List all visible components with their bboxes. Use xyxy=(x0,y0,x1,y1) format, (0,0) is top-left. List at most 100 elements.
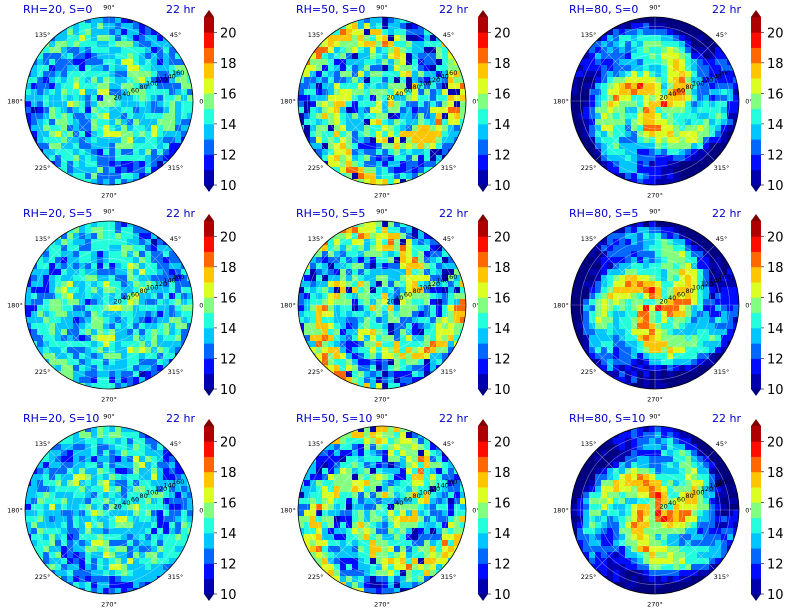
colorbar-tick-label: 20 xyxy=(494,435,511,450)
colorbar-band xyxy=(478,471,488,488)
radial-gridline xyxy=(52,248,166,362)
polar-frame xyxy=(297,425,467,595)
radial-gridline xyxy=(52,44,166,158)
colorbar-band xyxy=(204,517,214,534)
radial-gridline xyxy=(363,286,401,324)
colorbar-band xyxy=(204,251,214,268)
panel-title: RH=80, S=10 xyxy=(569,412,645,425)
angular-gridline xyxy=(595,509,656,570)
angle-tick-label: 180° xyxy=(280,507,296,515)
radial-gridline xyxy=(71,472,147,548)
angular-gridline xyxy=(322,304,383,365)
radial-gridline xyxy=(90,491,128,529)
angular-gridline xyxy=(381,509,442,570)
colorbar-band xyxy=(478,426,488,442)
colorbar-tick-label: 12 xyxy=(220,352,237,367)
panel-time-label: 22 hr xyxy=(166,207,195,220)
colorbar-band xyxy=(478,343,488,359)
colorbar-band xyxy=(204,426,214,442)
angular-gridline xyxy=(381,450,442,511)
radial-gridline xyxy=(71,267,147,343)
radial-tick-label: 80 xyxy=(412,83,420,91)
radial-tick-label: 20 xyxy=(114,503,122,511)
radial-tick-label: 80 xyxy=(139,83,147,91)
radial-tick-label: 60 xyxy=(677,87,685,95)
colorbar: 10 12 14 16 18 20 xyxy=(204,214,237,398)
radial-tick-label: 20 xyxy=(114,94,122,102)
radial-gridline xyxy=(645,91,665,111)
radial-tick-label: 120 xyxy=(428,76,440,84)
radial-gridline xyxy=(62,258,156,352)
radial-tick-label: 160 xyxy=(172,273,184,281)
radial-tick-label: 40 xyxy=(668,499,676,507)
panel-time-label: 22 hr xyxy=(439,207,468,220)
radial-gridline xyxy=(316,239,448,371)
angle-tick-label: 0° xyxy=(745,302,752,310)
angular-gridline xyxy=(108,450,169,511)
colorbar-extend-max xyxy=(751,10,761,17)
radial-tick-label: 80 xyxy=(685,287,693,295)
radial-tick-label: 160 xyxy=(445,69,457,77)
angle-tick-label: 225° xyxy=(581,573,597,581)
colorbar-band xyxy=(751,456,761,473)
colorbar-tick-label: 12 xyxy=(494,557,511,572)
radial-gridline xyxy=(43,35,175,167)
colorbar-band xyxy=(751,563,761,580)
radial-gridline xyxy=(43,444,175,576)
colorbar-extend-max xyxy=(478,10,488,17)
colorbar-tick-label: 12 xyxy=(767,352,784,367)
radial-tick-label: 60 xyxy=(131,496,139,504)
radial-tick-label: 140 xyxy=(436,277,448,285)
colorbar-extend-min xyxy=(204,389,214,396)
polar-panel: 90°45°0°315°270°225°180°135°20 40 60 801001… xyxy=(280,207,510,404)
polar-frame xyxy=(570,16,740,186)
angular-gridline xyxy=(654,450,715,511)
angle-tick-label: 90° xyxy=(649,208,661,216)
radial-tick-label: 20 xyxy=(114,298,122,306)
angular-gridline xyxy=(49,41,110,102)
colorbar-tick-label: 12 xyxy=(220,557,237,572)
angular-gridline xyxy=(322,41,383,102)
angle-tick-label: 135° xyxy=(581,31,597,39)
colorbar-tick-label: 14 xyxy=(220,118,237,133)
colorbar-tick-label: 12 xyxy=(767,148,784,163)
radial-gridline xyxy=(34,26,184,176)
angle-tick-label: 270° xyxy=(101,601,117,609)
colorbar-band xyxy=(204,532,214,549)
colorbar-band xyxy=(751,548,761,564)
angle-tick-label: 180° xyxy=(7,302,23,310)
radial-gridline xyxy=(80,72,138,130)
polar-panel: 90°45°0°315°270°225°180°135°20 40 60 801001… xyxy=(553,412,783,609)
radial-gridline xyxy=(335,463,429,557)
angle-tick-label: 135° xyxy=(581,440,597,448)
angle-tick-label: 270° xyxy=(374,601,390,609)
colorbar-band xyxy=(204,139,214,155)
radial-gridline xyxy=(598,453,712,567)
colorbar-tick-label: 16 xyxy=(494,87,511,102)
colorbar-band xyxy=(751,221,761,237)
angular-gridline xyxy=(108,509,169,570)
colorbar-band xyxy=(751,282,761,298)
colorbar-band xyxy=(478,327,488,344)
colorbar: 10 12 14 16 18 20 xyxy=(478,419,511,603)
colorbar-tick-label: 14 xyxy=(220,527,237,542)
radial-gridline xyxy=(307,26,457,176)
colorbar-extend-max xyxy=(751,419,761,426)
angle-tick-label: 315° xyxy=(441,368,457,376)
colorbar-tick-label: 16 xyxy=(767,291,784,306)
colorbar-band xyxy=(751,578,761,595)
colorbar-band xyxy=(204,343,214,359)
angular-gridline xyxy=(49,450,110,511)
colorbar: 10 12 14 16 18 20 xyxy=(751,10,784,194)
colorbar-extend-max xyxy=(751,214,761,221)
panel-time-label: 22 hr xyxy=(712,207,741,220)
colorbar-band xyxy=(204,471,214,488)
radial-tick-label: 140 xyxy=(709,277,721,285)
radial-gridline xyxy=(589,444,721,576)
colorbar-band xyxy=(751,47,761,64)
colorbar-band xyxy=(204,62,214,79)
radial-tick-label: 20 xyxy=(660,94,668,102)
radial-gridline xyxy=(636,491,674,529)
angle-tick-label: 45° xyxy=(170,440,182,448)
radial-tick-label: 40 xyxy=(668,90,676,98)
